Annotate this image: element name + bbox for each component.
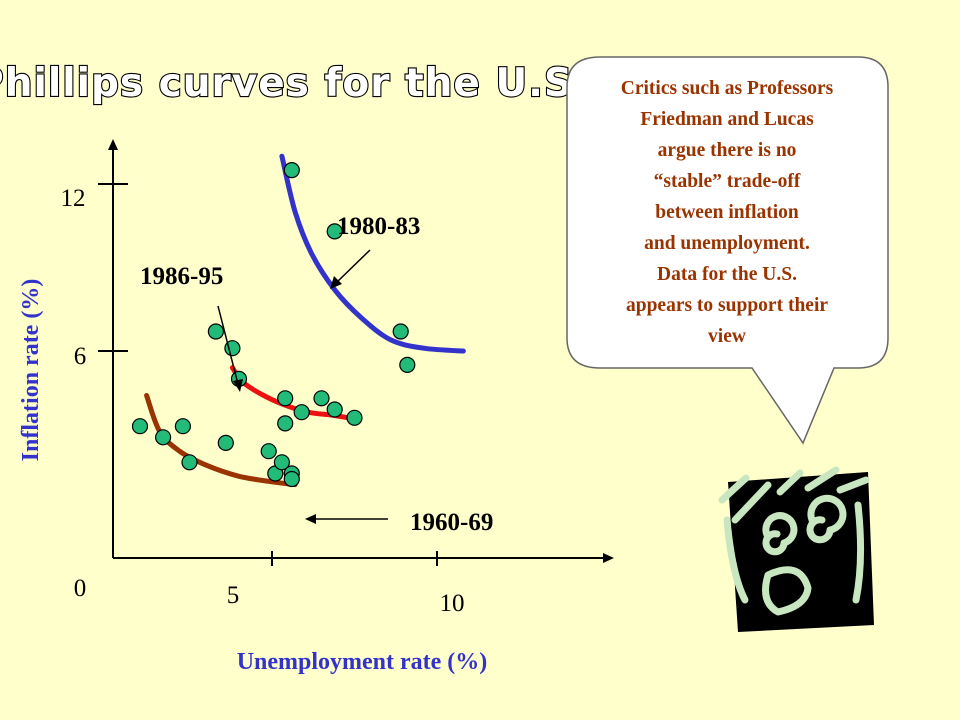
period-label-1980-83: 1980-83 [337,213,420,240]
y-axis-label: Inflation rate (%) [18,279,44,462]
arrow-head-1986-95 [233,379,243,392]
face-illustration-icon [718,466,874,632]
point-1986-95-2 [224,340,241,357]
chart-title: Phillips curves for the U.S. [0,61,589,106]
point-1986-95-9 [346,409,363,426]
point-1980-83-1 [283,162,300,179]
x-axis-label: Unemployment rate (%) [237,649,488,675]
speech-bubble [566,56,889,445]
point-1960-69-3 [217,434,234,451]
point-1980-83-4 [399,356,416,373]
callout-line-4: “stable” trade-off [654,171,801,192]
period-label-1986-95: 1986-95 [140,263,223,290]
face-right-cheek [852,501,865,604]
face-hair-stroke [718,474,750,504]
point-1960-69-10 [283,470,300,488]
x-axis-arrow [603,553,614,563]
point-1986-95-8 [277,415,294,432]
callout-line-7: Data for the U.S. [657,264,797,285]
data-points [131,162,416,488]
callout-line-1: Critics such as Professors [621,78,834,99]
x-tick-label-10: 10 [440,590,465,617]
x-tick-label-5: 5 [227,582,240,609]
y-tick-label-0: 0 [74,575,87,602]
face-mouth [762,566,812,616]
point-1986-95-4 [277,390,294,407]
point-1960-69-6 [260,443,277,460]
face-head [728,472,874,632]
annotation-arrows [217,249,388,524]
face-hair-stroke [731,481,772,524]
callout-line-6: and unemployment. [644,233,810,254]
callout-line-3: argue there is no [658,140,797,161]
point-1960-69-5 [181,454,198,471]
arrow-1980-83 [335,249,371,284]
face-right-eye [806,494,847,544]
point-1960-69-4 [155,429,172,446]
point-1960-69-1 [131,418,149,435]
point-1986-95-1 [207,323,224,340]
point-1986-95-6 [293,404,310,421]
face-hair-stroke [776,469,804,496]
callout-line-5: between inflation [655,202,799,223]
face-hair-stroke [804,466,840,492]
face-left-eye [762,512,798,556]
point-1986-95-5 [313,390,330,407]
callout-line-2: Friedman and Lucas [640,109,814,130]
point-1980-83-2 [326,223,343,240]
point-1960-69-8 [273,454,290,471]
point-1960-69-2 [174,418,191,435]
arrow-head-1960-69 [305,514,316,524]
arrow-head-1980-83 [330,276,342,289]
callout-line-9: view [708,326,746,347]
period-label-1960-69: 1960-69 [410,509,493,536]
y-axis-arrow [108,139,118,150]
arrow-1986-95 [217,305,239,385]
speech-bubble-text: Critics such as Professors Friedman and L… [621,78,834,347]
axes [98,139,614,566]
y-tick-label-6: 6 [74,343,87,370]
callout-line-8: appears to support their [626,295,828,316]
fit-curves [144,153,466,488]
face-hair-stroke [836,476,870,494]
curve-1980-83 [279,153,466,354]
y-tick-label-12: 12 [61,185,86,212]
face-left-cheek [723,516,749,604]
point-1980-83-3 [392,323,409,340]
point-1986-95-7 [326,401,343,418]
